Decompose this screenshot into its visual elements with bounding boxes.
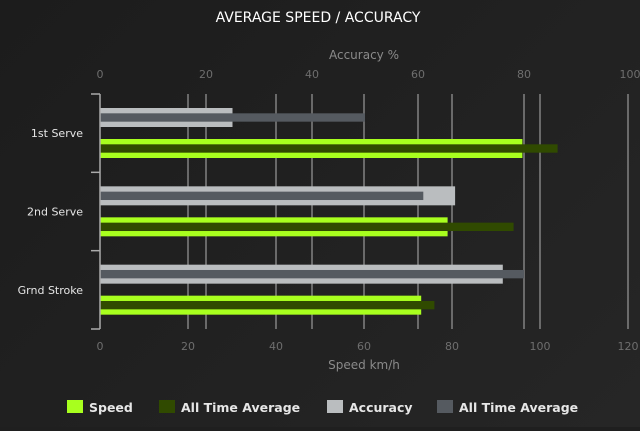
legend-label: Accuracy	[349, 400, 413, 415]
accuracy-tick-label: 40	[305, 68, 319, 81]
speed-tick-label: 0	[97, 340, 104, 353]
speed-tick-label: 60	[357, 340, 371, 353]
accuracy-tick-label: 20	[199, 68, 213, 81]
legend-swatch	[67, 400, 83, 413]
accuracy-tick-label: 0	[97, 68, 104, 81]
bar-accuracy-all-time-average	[100, 192, 423, 200]
legend-label: All Time Average	[459, 400, 578, 415]
speed-tick-label: 120	[618, 340, 639, 353]
bar-speed-all-time-average	[100, 301, 434, 309]
bar-accuracy-all-time-average	[100, 113, 365, 121]
legend-label: All Time Average	[181, 400, 300, 415]
category-label: Grnd Stroke	[18, 284, 84, 297]
bar-accuracy-all-time-average	[100, 270, 524, 278]
legend-swatch	[159, 400, 175, 413]
category-label: 2nd Serve	[27, 206, 83, 219]
accuracy-tick-label: 80	[517, 68, 531, 81]
speed-tick-label: 100	[530, 340, 551, 353]
speed-tick-label: 40	[269, 340, 283, 353]
speed-axis-label: Speed km/h	[328, 358, 400, 372]
bar-speed-all-time-average	[100, 223, 514, 231]
legend-swatch	[437, 400, 453, 413]
legend-label: Speed	[89, 400, 133, 415]
speed-tick-label: 80	[445, 340, 459, 353]
accuracy-tick-label: 100	[620, 68, 640, 81]
chart-title: AVERAGE SPEED / ACCURACY	[216, 10, 421, 26]
accuracy-axis-label: Accuracy %	[329, 48, 399, 62]
bar-speed-all-time-average	[100, 144, 558, 152]
speed-tick-label: 20	[181, 340, 195, 353]
accuracy-tick-label: 60	[411, 68, 425, 81]
legend-swatch	[327, 400, 343, 413]
category-label: 1st Serve	[31, 127, 83, 140]
